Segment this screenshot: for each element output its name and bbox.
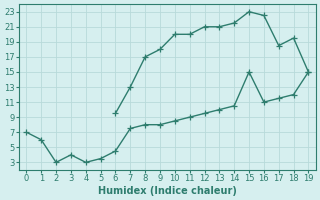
X-axis label: Humidex (Indice chaleur): Humidex (Indice chaleur): [98, 186, 237, 196]
